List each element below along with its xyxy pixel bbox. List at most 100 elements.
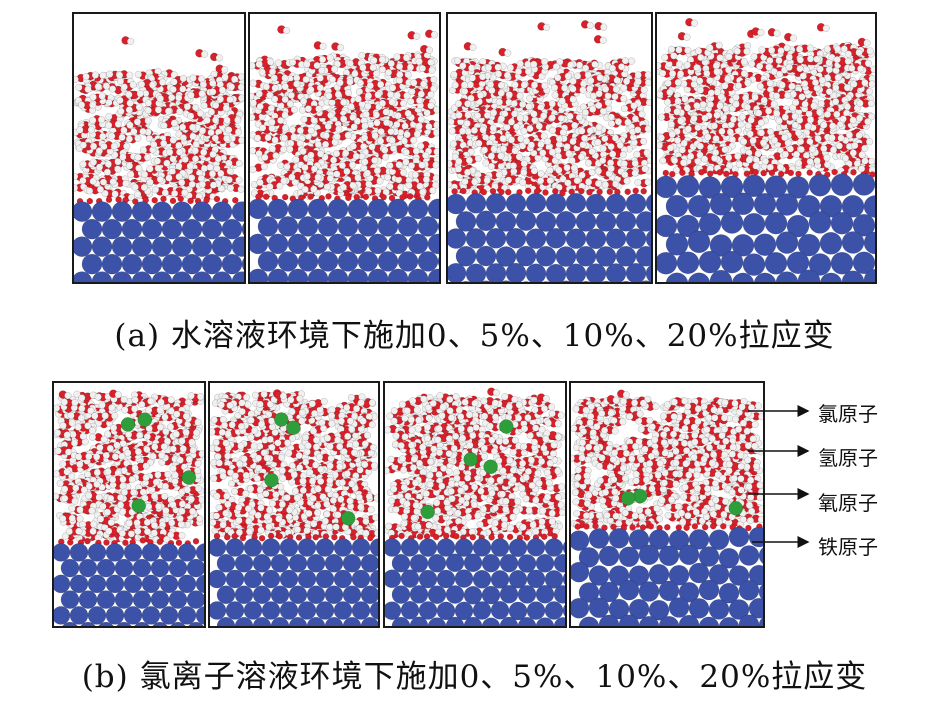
hydrogen-atom <box>422 175 431 184</box>
hydrogen-atom <box>470 126 479 134</box>
hydrogen-atom <box>271 136 279 144</box>
hydrogen-atom <box>120 83 128 91</box>
hydrogen-atom <box>114 165 122 173</box>
hydrogen-atom <box>342 149 350 157</box>
hydrogen-atom <box>89 93 97 101</box>
hydrogen-atom <box>188 180 196 189</box>
hydrogen-atom <box>867 113 875 121</box>
hydrogen-atom <box>215 54 223 62</box>
hydrogen-atom <box>401 122 409 130</box>
hydrogen-atom <box>336 43 345 52</box>
hydrogen-atom <box>371 156 379 165</box>
hydrogen-atom <box>595 90 603 98</box>
hydrogen-atom <box>497 89 505 97</box>
hydrogen-atom <box>316 84 324 92</box>
hydrogen-atom <box>473 112 482 120</box>
hydrogen-atom <box>336 79 344 87</box>
iron-atom <box>465 263 487 282</box>
hydrogen-atom <box>349 142 357 150</box>
hydrogen-atom <box>497 81 505 89</box>
hydrogen-atom <box>413 32 421 40</box>
hydrogen-atom <box>221 73 229 81</box>
hydrogen-atom <box>378 56 386 64</box>
hydrogen-atom <box>781 150 790 158</box>
hydrogen-atom <box>235 176 243 184</box>
hydrogen-atom <box>115 71 124 79</box>
hydrogen-atom <box>645 98 651 107</box>
hydrogen-atom <box>178 123 187 131</box>
iron-atom <box>211 201 233 222</box>
hydrogen-atom <box>387 59 395 68</box>
iron-atom <box>455 211 477 232</box>
hydrogen-atom <box>188 123 197 131</box>
hydrogen-atom <box>511 147 519 155</box>
hydrogen-atom <box>619 94 628 103</box>
hydrogen-atom <box>262 83 271 91</box>
hydrogen-atom <box>290 133 298 141</box>
iron-atom <box>465 193 487 214</box>
hydrogen-atom <box>613 76 621 85</box>
hydrogen-atom <box>153 157 162 165</box>
oxygen-atom <box>451 188 458 195</box>
hydrogen-atom <box>750 52 758 61</box>
hydrogen-atom <box>423 109 431 117</box>
hydrogen-atom <box>584 159 593 167</box>
hydrogen-atom <box>108 132 116 140</box>
oxygen-atom <box>632 187 639 194</box>
hydrogen-atom <box>89 142 98 150</box>
hydrogen-atom <box>584 178 593 186</box>
iron-atom <box>287 233 309 255</box>
hydrogen-atom <box>237 83 244 91</box>
iron-atom <box>615 210 637 232</box>
hydrogen-atom <box>109 178 117 186</box>
hydrogen-atom <box>549 126 557 135</box>
hydrogen-atom <box>575 61 584 69</box>
hydrogen-atom <box>594 138 602 146</box>
hydrogen-atom <box>281 124 290 132</box>
hydrogen-atom <box>388 136 396 144</box>
iron-atom <box>327 198 349 220</box>
hydrogen-atom <box>633 150 641 159</box>
hydrogen-atom <box>381 153 390 161</box>
hydrogen-atom <box>640 86 648 94</box>
hydrogen-atom <box>397 183 405 191</box>
iron-atom <box>357 251 379 272</box>
hydrogen-atom <box>376 177 384 185</box>
hydrogen-atom <box>535 122 543 130</box>
hydrogen-atom <box>156 175 164 183</box>
hydrogen-atom <box>425 46 433 54</box>
hydrogen-atom <box>596 74 604 82</box>
hydrogen-atom <box>563 143 571 151</box>
hydrogen-atom <box>111 190 119 198</box>
panel-a-strain-0 <box>72 12 246 284</box>
hydrogen-atom <box>125 162 134 170</box>
hydrogen-atom <box>134 134 142 142</box>
hydrogen-atom <box>169 155 177 163</box>
hydrogen-atom <box>187 91 195 99</box>
iron-atom <box>605 228 627 249</box>
iron-atom <box>640 280 651 282</box>
hydrogen-atom <box>356 79 365 87</box>
iron-atom <box>417 216 439 237</box>
hydrogen-atom <box>175 162 183 170</box>
iron-atom <box>81 253 103 275</box>
iron-atom <box>500 280 512 282</box>
hydrogen-atom <box>296 126 305 135</box>
iron-atom <box>581 280 591 282</box>
oxygen-atom <box>606 188 614 196</box>
hydrogen-atom <box>361 158 369 166</box>
hydrogen-atom <box>432 161 439 169</box>
hydrogen-atom <box>406 63 415 71</box>
hydrogen-atom <box>315 105 323 113</box>
hydrogen-atom <box>516 92 524 100</box>
hydrogen-atom <box>271 84 279 92</box>
iron-atom <box>81 218 103 240</box>
hydrogen-atom <box>577 153 586 161</box>
hydrogen-atom <box>431 181 439 189</box>
hydrogen-atom <box>158 78 167 86</box>
hydrogen-atom <box>570 164 578 172</box>
iron-atom <box>191 236 213 257</box>
hydrogen-atom <box>580 134 589 142</box>
iron-atom <box>337 251 359 272</box>
hydrogen-atom <box>530 110 538 118</box>
